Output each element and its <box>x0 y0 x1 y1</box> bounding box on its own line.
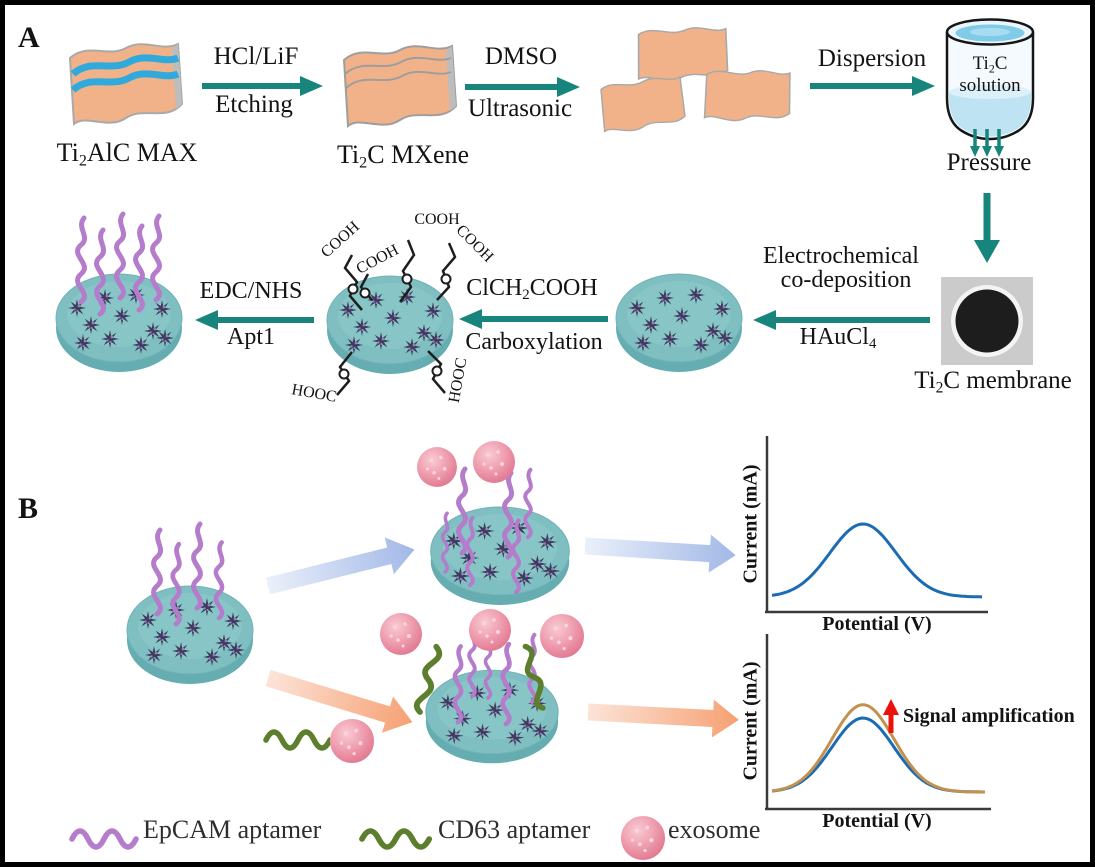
capture-arrow-blue <box>263 531 420 605</box>
chart1-curves <box>771 522 983 599</box>
etching-arrow <box>202 76 323 96</box>
chart2-axes <box>765 634 991 811</box>
cooh-label-2: COOH <box>414 211 460 228</box>
carboxylation-step-bottom: Carboxylation <box>465 329 603 355</box>
amplification-arrow-red <box>883 699 899 733</box>
cooh-chains <box>336 239 457 396</box>
chart2-xlabel: Potential (V) <box>822 810 932 832</box>
membrane-label: Ti2C membrane <box>914 367 1072 397</box>
free-exosome <box>329 718 375 764</box>
ultrasonic-step-top: DMSO <box>484 43 558 70</box>
pressure-label: Pressure <box>946 149 1032 176</box>
free-cd63-aptamer <box>266 732 330 748</box>
dispersion-arrow <box>810 76 935 96</box>
legend-exosome-label: exosome <box>668 815 761 844</box>
curve-blue-peak <box>771 716 985 794</box>
curve-blue-peak <box>771 522 983 599</box>
max-label: Ti2AlC MAX <box>56 138 198 170</box>
exosome-top-2 <box>473 441 515 483</box>
signal-amplification-label: Signal amplification <box>903 705 1075 727</box>
carboxylation-arrow <box>459 309 608 329</box>
epcam-aptamer-swatch <box>72 831 136 847</box>
disc-au-nanoflowers <box>616 274 742 372</box>
signal-arrow-blue <box>583 527 737 575</box>
panel-b-label: B <box>18 492 39 525</box>
deposition-step-line1: Electrochemical <box>763 243 919 269</box>
deposition-step-line2: co-deposition <box>780 267 912 293</box>
chart1-axes <box>765 436 988 614</box>
exosome-swatch <box>620 815 666 861</box>
mxene-label: Ti2C MXene <box>336 140 470 172</box>
max-sheet-illustration <box>68 42 184 127</box>
pressure-arrows <box>970 129 1004 157</box>
chart2-curves <box>771 703 986 794</box>
membrane-illustration <box>941 277 1033 365</box>
panel-a-label: A <box>18 21 40 54</box>
conjugation-arrow <box>195 310 314 330</box>
etching-step-bottom: Etching <box>215 91 293 118</box>
exosome-top-1 <box>417 447 457 487</box>
down-arrow <box>974 193 1000 263</box>
solution-container <box>945 18 1035 141</box>
disc-aptamer-modified <box>56 274 182 372</box>
cd63-aptamer-swatch <box>362 831 429 847</box>
legend-epcam-label: EpCAM aptamer <box>143 815 322 844</box>
sensor-disc <box>127 586 253 684</box>
legend-cd63-label: CD63 aptamer <box>438 815 591 844</box>
conjugation-step-top: EDC/NHS <box>199 278 303 304</box>
exosome-bottom-3 <box>539 613 585 659</box>
dispersion-step-top: Dispersion <box>817 45 927 72</box>
solution-label-line2: solution <box>959 75 1021 96</box>
chart2-ylabel: Current (mA) <box>739 661 762 781</box>
conjugation-step-bottom: Apt1 <box>227 324 275 350</box>
etching-step-top: HCl/LiF <box>213 43 299 70</box>
exosome-bottom-1 <box>380 613 422 655</box>
chart1-xlabel: Potential (V) <box>822 613 932 635</box>
exosome-bottom-2 <box>469 609 511 651</box>
curve-amplified-tan-peak <box>771 703 986 794</box>
exfoliated-flakes <box>599 24 794 133</box>
solution-label-line1: Ti2C <box>972 53 1008 76</box>
ultrasonic-arrow <box>465 77 580 97</box>
deposition-arrow <box>753 310 930 330</box>
chart1-ylabel: Current (mA) <box>739 464 762 584</box>
signal-arrow-orange <box>587 693 740 739</box>
carboxylation-step-top: ClCH2COOH <box>466 275 598 304</box>
disc-captured-exosomes <box>431 507 570 605</box>
mxene-sheet-illustration <box>342 44 458 129</box>
deposition-step-bottom: HAuCl4 <box>799 324 877 353</box>
ultrasonic-step-bottom: Ultrasonic <box>467 95 573 122</box>
